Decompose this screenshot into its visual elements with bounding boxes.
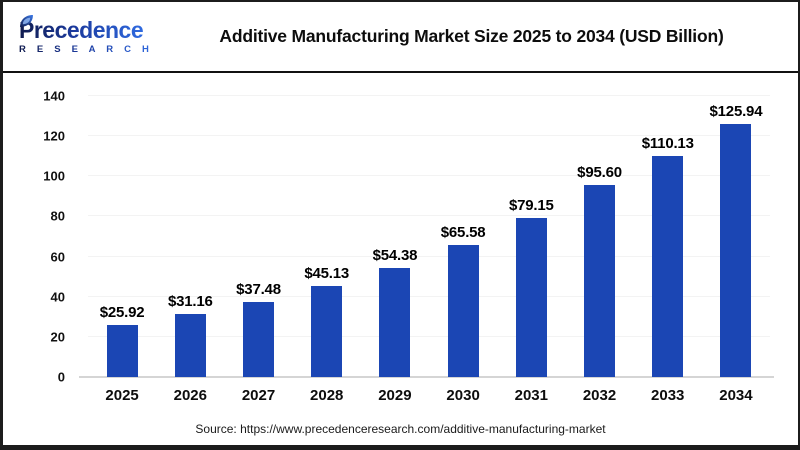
y-axis: 0 20 40 60 80 100 120 140 <box>3 89 79 385</box>
bar <box>720 124 752 377</box>
y-tick-label: 60 <box>50 249 65 265</box>
bar-chart: 0 20 40 60 80 100 120 140 $25.92 2025 $31.16 2026 $… <box>3 73 798 413</box>
bar-column: $25.92 2025 <box>88 73 156 413</box>
bar <box>174 314 206 377</box>
x-tick-label: 2027 <box>241 386 276 404</box>
gridline <box>88 335 770 337</box>
bar-value-label: $95.60 <box>577 164 622 182</box>
y-tick-label: 140 <box>43 88 65 104</box>
plot-area <box>88 95 770 377</box>
bar <box>515 218 547 377</box>
x-tick-label: 2029 <box>378 386 412 404</box>
gridline <box>88 135 770 137</box>
x-tick-label: 2028 <box>310 386 344 404</box>
x-tick-label: 2032 <box>582 386 617 404</box>
gridline <box>88 295 770 297</box>
bar-value-label: $31.16 <box>167 293 213 311</box>
y-tick-label: 0 <box>57 369 65 385</box>
bar-value-label: $125.94 <box>709 103 763 121</box>
bars-container: $25.92 2025 $31.16 2026 $37.48 2027 $45.13 2028… <box>88 73 770 413</box>
header: Precedence R E S E A R C H Additive Manu… <box>3 2 798 73</box>
x-axis-line <box>79 376 774 378</box>
bar-value-label: $54.38 <box>372 246 418 264</box>
gridline <box>88 175 770 177</box>
y-tick-label: 40 <box>50 289 65 305</box>
bar-value-label: $65.58 <box>440 224 486 242</box>
y-tick-label: 100 <box>43 168 65 184</box>
brand-logo: Precedence R E S E A R C H <box>3 14 155 55</box>
bar-column: $45.13 2028 <box>293 73 361 413</box>
bar-column: $37.48 2027 <box>224 73 292 413</box>
source-text: Source: https://www.precedenceresearch.c… <box>195 422 606 436</box>
bar-value-label: $79.15 <box>508 197 554 215</box>
x-tick-label: 2026 <box>173 386 207 404</box>
brand-subtitle: R E S E A R C H <box>19 43 154 55</box>
bar <box>584 185 616 377</box>
x-tick-label: 2034 <box>719 386 753 404</box>
chart-title: Additive Manufacturing Market Size 2025 … <box>219 26 724 46</box>
bar-column: $79.15 2031 <box>497 73 565 413</box>
bar <box>379 267 411 377</box>
leaf-icon <box>20 14 33 27</box>
gridline <box>88 215 770 217</box>
x-tick-label: 2031 <box>514 386 548 404</box>
bar <box>243 301 274 377</box>
bar-column: $31.16 2026 <box>156 73 224 413</box>
brand-name: Precedence <box>19 14 155 43</box>
y-tick-label: 120 <box>43 128 65 144</box>
footer: Source: https://www.precedenceresearch.c… <box>3 413 798 445</box>
bar-value-label: $25.92 <box>99 303 145 321</box>
x-tick-label: 2025 <box>105 386 139 404</box>
gridline <box>88 255 770 257</box>
y-tick-label: 80 <box>50 208 65 224</box>
bar-column: $54.38 2029 <box>361 73 429 413</box>
bar-column: $125.94 2034 <box>702 73 770 413</box>
bar <box>311 286 343 377</box>
bar <box>106 324 138 377</box>
bar-column: $65.58 2030 <box>429 73 497 413</box>
bar-value-label: $110.13 <box>641 134 694 152</box>
bar <box>652 155 684 377</box>
x-tick-label: 2033 <box>651 386 685 404</box>
bar-value-label: $45.13 <box>304 265 350 283</box>
bar-value-label: $37.48 <box>236 280 281 298</box>
gridline <box>88 95 770 96</box>
bar <box>447 245 479 377</box>
brand-text: Precedence <box>19 16 144 43</box>
bar-column: $95.60 2032 <box>565 73 633 413</box>
x-tick-label: 2030 <box>446 386 480 404</box>
y-tick-label: 20 <box>50 329 65 345</box>
bar-column: $110.13 2033 <box>634 73 702 413</box>
